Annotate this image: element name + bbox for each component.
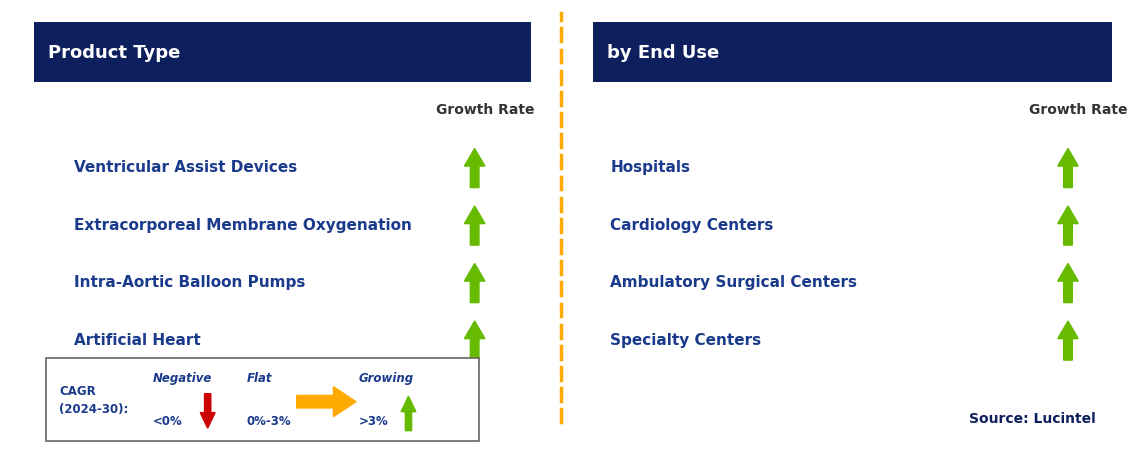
Text: <0%: <0% xyxy=(153,414,183,427)
Text: 0%-3%: 0%-3% xyxy=(246,414,291,427)
Text: by End Use: by End Use xyxy=(607,44,719,62)
Polygon shape xyxy=(1058,321,1078,360)
Text: CAGR
(2024-30):: CAGR (2024-30): xyxy=(59,384,129,415)
Text: >3%: >3% xyxy=(358,414,388,427)
Text: Source: Lucintel: Source: Lucintel xyxy=(969,411,1095,425)
Text: Ventricular Assist Devices: Ventricular Assist Devices xyxy=(74,160,298,175)
Polygon shape xyxy=(402,396,416,431)
Polygon shape xyxy=(1058,149,1078,188)
Polygon shape xyxy=(464,149,485,188)
Text: Growth Rate: Growth Rate xyxy=(436,103,534,117)
Polygon shape xyxy=(464,207,485,246)
Text: Product Type: Product Type xyxy=(48,44,180,62)
FancyBboxPatch shape xyxy=(46,358,479,441)
Text: Ambulatory Surgical Centers: Ambulatory Surgical Centers xyxy=(610,275,857,290)
FancyBboxPatch shape xyxy=(34,23,531,83)
Polygon shape xyxy=(297,387,356,417)
Text: Growing: Growing xyxy=(358,371,413,384)
Polygon shape xyxy=(1058,207,1078,246)
Text: Flat: Flat xyxy=(246,371,272,384)
Text: Hospitals: Hospitals xyxy=(610,160,690,175)
FancyBboxPatch shape xyxy=(593,23,1112,83)
Text: Specialty Centers: Specialty Centers xyxy=(610,332,761,347)
Polygon shape xyxy=(464,264,485,303)
Text: Negative: Negative xyxy=(153,371,212,384)
Polygon shape xyxy=(1058,264,1078,303)
Text: Cardiology Centers: Cardiology Centers xyxy=(610,218,774,232)
Text: Artificial Heart: Artificial Heart xyxy=(74,332,201,347)
Text: Growth Rate: Growth Rate xyxy=(1029,103,1127,117)
Polygon shape xyxy=(464,321,485,360)
Text: Extracorporeal Membrane Oxygenation: Extracorporeal Membrane Oxygenation xyxy=(74,218,412,232)
Polygon shape xyxy=(201,394,215,428)
Text: Intra-Aortic Balloon Pumps: Intra-Aortic Balloon Pumps xyxy=(74,275,306,290)
